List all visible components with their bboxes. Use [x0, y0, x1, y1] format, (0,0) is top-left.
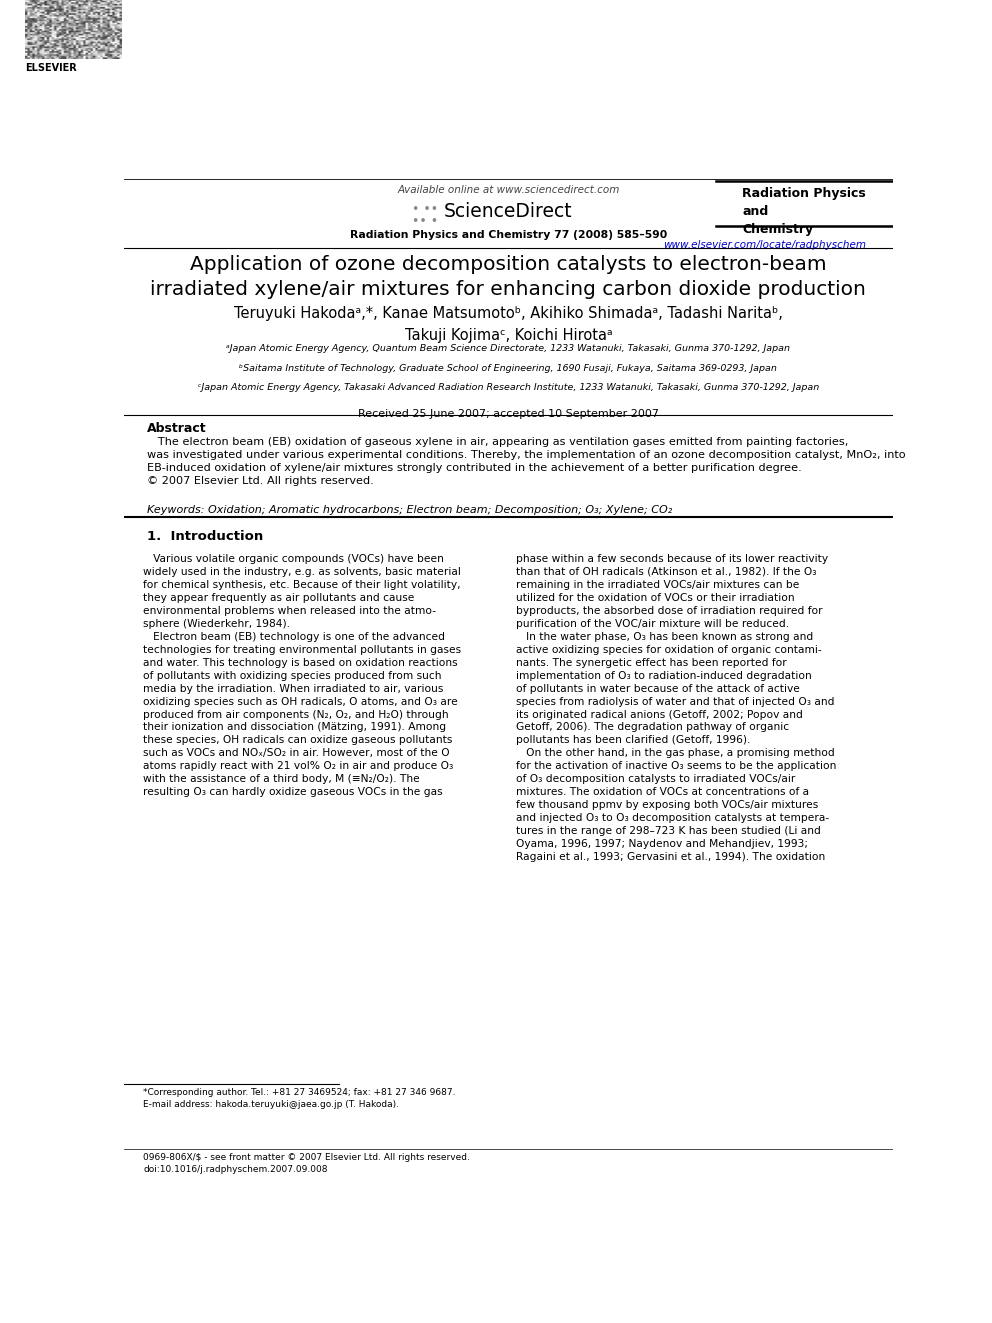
Text: Radiation Physics
and
Chemistry: Radiation Physics and Chemistry: [742, 188, 866, 237]
Text: www.elsevier.com/locate/radphyschem: www.elsevier.com/locate/radphyschem: [663, 241, 866, 250]
Text: Application of ozone decomposition catalysts to electron-beam
irradiated xylene/: Application of ozone decomposition catal…: [151, 254, 866, 299]
Text: Radiation Physics and Chemistry 77 (2008) 585–590: Radiation Physics and Chemistry 77 (2008…: [350, 230, 667, 239]
Text: *Corresponding author. Tel.: +81 27 3469524; fax: +81 27 346 9687.
E-mail addres: *Corresponding author. Tel.: +81 27 3469…: [143, 1088, 455, 1109]
Text: 0969-806X/$ - see front matter © 2007 Elsevier Ltd. All rights reserved.
doi:10.: 0969-806X/$ - see front matter © 2007 El…: [143, 1154, 470, 1174]
Text: Available online at www.sciencedirect.com: Available online at www.sciencedirect.co…: [397, 185, 620, 196]
Text: phase within a few seconds because of its lower reactivity
than that of OH radic: phase within a few seconds because of it…: [516, 554, 836, 863]
Text: ᵃJapan Atomic Energy Agency, Quantum Beam Science Directorate, 1233 Watanuki, Ta: ᵃJapan Atomic Energy Agency, Quantum Bea…: [226, 344, 791, 353]
Text: Various volatile organic compounds (VOCs) have been
widely used in the industry,: Various volatile organic compounds (VOCs…: [143, 554, 461, 798]
Text: ScienceDirect: ScienceDirect: [444, 201, 572, 221]
Text: The electron beam (EB) oxidation of gaseous xylene in air, appearing as ventilat: The electron beam (EB) oxidation of gase…: [147, 437, 906, 487]
Text: Abstract: Abstract: [147, 422, 206, 434]
Text: Teruyuki Hakodaᵃ,*, Kanae Matsumotoᵇ, Akihiko Shimadaᵃ, Tadashi Naritaᵇ,
Takuji : Teruyuki Hakodaᵃ,*, Kanae Matsumotoᵇ, Ak…: [234, 307, 783, 343]
Text: ELSEVIER: ELSEVIER: [25, 64, 76, 73]
Text: 1.  Introduction: 1. Introduction: [147, 529, 263, 542]
Text: ᵇSaitama Institute of Technology, Graduate School of Engineering, 1690 Fusaji, F: ᵇSaitama Institute of Technology, Gradua…: [239, 364, 778, 373]
Text: • ••
•• •: • •• •• •: [413, 202, 438, 228]
Text: Received 25 June 2007; accepted 10 September 2007: Received 25 June 2007; accepted 10 Septe…: [358, 409, 659, 419]
Text: ᶜJapan Atomic Energy Agency, Takasaki Advanced Radiation Research Institute, 123: ᶜJapan Atomic Energy Agency, Takasaki Ad…: [197, 382, 819, 392]
Text: Keywords: Oxidation; Aromatic hydrocarbons; Electron beam; Decomposition; O₃; Xy: Keywords: Oxidation; Aromatic hydrocarbo…: [147, 505, 673, 515]
